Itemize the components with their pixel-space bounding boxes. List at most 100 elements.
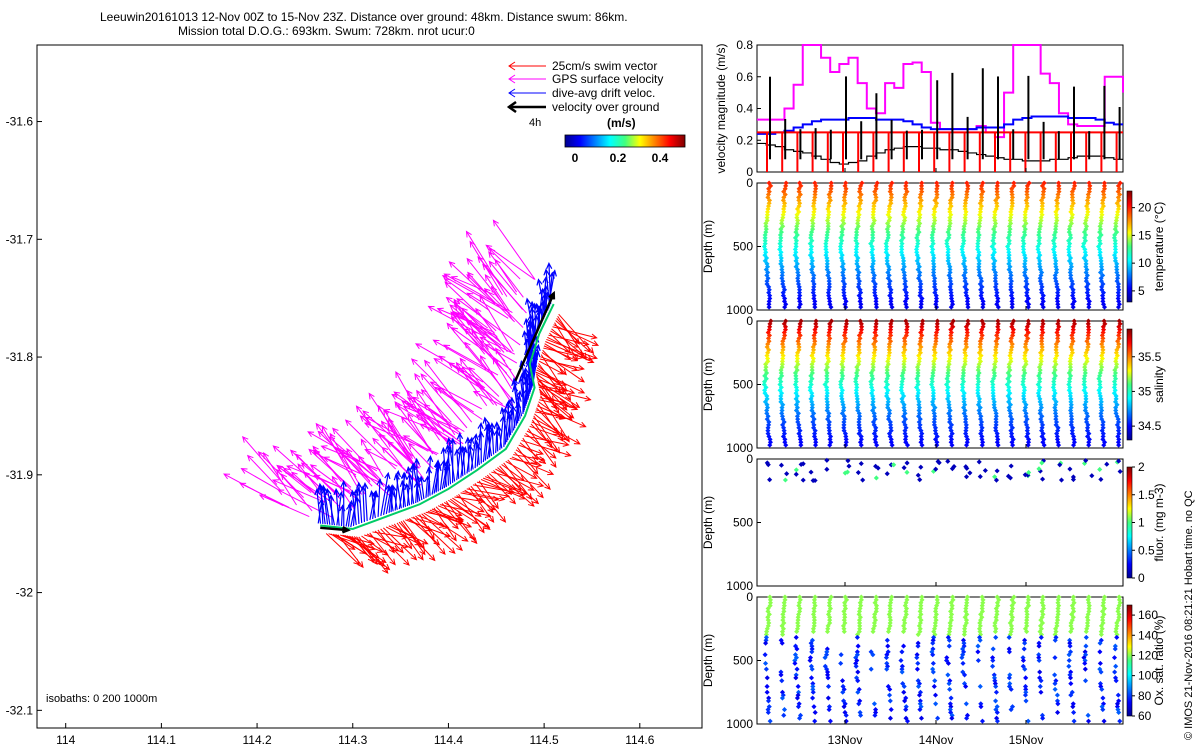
drift-arrow	[482, 416, 493, 457]
map-x-tick-label: 114.5	[530, 733, 559, 747]
drift-arrow	[454, 448, 461, 479]
drift-arrow	[404, 482, 411, 506]
gps-arrow	[469, 240, 504, 296]
drift-arrow	[440, 446, 448, 487]
panel-temp-point	[917, 269, 923, 276]
drift-arrow	[347, 499, 355, 527]
swim-arrow	[537, 403, 564, 442]
swim-arrow	[486, 474, 517, 505]
map-axes	[36, 44, 703, 729]
swim-arrow	[445, 501, 476, 541]
gps-arrow	[282, 467, 316, 495]
swim-arrow	[549, 332, 572, 354]
isobaths-label: isobaths: 0 200 1000m	[46, 693, 157, 705]
panel-temp-point	[870, 209, 876, 215]
legend-swim-label: 25cm/s swim vector	[552, 59, 657, 73]
panel-temp-point	[931, 267, 937, 273]
swim-arrow	[536, 376, 568, 411]
swim-arrow	[380, 528, 404, 554]
panel-temp-point	[934, 186, 940, 192]
gps-arrow	[432, 339, 494, 375]
gps-arrow	[355, 405, 403, 467]
map-panel: 114 114.1 114.2 114.3 114.4 114.5 114.6 -31.6-…	[6, 44, 703, 747]
chart-title-line-2: Mission total D.O.G.: 693km. Swum: 728km…	[178, 24, 475, 38]
drift-arrow	[456, 432, 464, 477]
swim-arrow	[539, 358, 585, 371]
panel-temp-point	[827, 298, 833, 304]
swim-arrow	[540, 356, 579, 372]
panel-temp-point	[962, 203, 968, 209]
gps-arrow	[488, 251, 524, 298]
swim-arrow	[553, 324, 600, 346]
gps-arrow	[465, 230, 508, 297]
panel-temp-point	[778, 255, 784, 261]
panel-temp-point	[871, 200, 877, 206]
panel-temp-point	[795, 217, 801, 224]
velocity-y-tick-label: 0.4	[736, 102, 753, 116]
drift-arrow	[391, 484, 398, 510]
velocity-panel	[756, 44, 1124, 173]
map-y-tick-label: -31.6	[6, 115, 34, 129]
gps-arrow	[484, 273, 510, 311]
swim-arrow	[536, 405, 587, 428]
drift-arrow	[349, 489, 357, 526]
swim-arrow	[537, 381, 560, 414]
gps-arrow	[346, 448, 371, 483]
panel-sal-y-tick-label: 500	[733, 378, 753, 392]
map-x-tick-label: 114.2	[243, 733, 272, 747]
gps-arrow	[436, 307, 495, 333]
gps-arrow	[246, 454, 281, 491]
swim-arrow	[437, 505, 463, 517]
gps-arrow	[321, 425, 363, 495]
swim-arrow	[400, 521, 426, 556]
panel-temp-point	[947, 217, 953, 224]
panel-temp-point	[837, 243, 844, 250]
swim-arrow	[501, 464, 526, 482]
swim-arrow	[516, 447, 539, 475]
panel-sal-y-tick-label: 0	[746, 314, 753, 328]
map-legend: 25cm/s swim vector GPS surface velocity …	[506, 59, 686, 165]
velocity-y-tick-label: 0	[746, 165, 753, 179]
drift-arrow	[354, 496, 361, 525]
drift-arrow	[369, 490, 376, 518]
swim-arrow	[431, 508, 464, 523]
drift-arrow	[399, 479, 407, 507]
gps-arrow	[414, 343, 484, 383]
panel-temp	[756, 182, 1124, 311]
legend-gps-label: GPS surface velocity	[552, 72, 663, 86]
panel-temp-point	[870, 229, 876, 235]
panel-temp-point	[963, 197, 969, 203]
drift-arrow	[418, 475, 425, 500]
swim-arrow	[513, 454, 546, 463]
speed-colorbar	[564, 134, 686, 148]
panel-temp-point	[947, 267, 953, 273]
swim-arrow	[491, 471, 545, 488]
panel-temp-point	[811, 209, 817, 215]
drift-arrows	[314, 262, 557, 528]
gps-arrow	[448, 261, 496, 305]
velocity-line-1	[757, 115, 1123, 135]
drift-arrow	[523, 367, 530, 396]
swim-arrow	[356, 536, 378, 566]
time-tick-label: 14Nov	[919, 733, 954, 747]
gps-arrow	[495, 347, 516, 379]
swim-arrow	[493, 470, 535, 507]
velocity-y-label: velocity magnitude (m/s)	[714, 43, 728, 173]
panel-temp-point	[934, 191, 940, 198]
velocity-over-ground-arrow	[320, 526, 351, 534]
panel-fluor-y-label: Depth (m)	[701, 496, 715, 549]
panel-temp-point	[945, 255, 951, 261]
swim-arrow	[542, 349, 567, 376]
panel-oxy-y-tick-label: 0	[746, 590, 753, 604]
drift-arrow	[511, 377, 523, 417]
drift-arrow	[536, 278, 547, 315]
time-tick-label: 15Nov	[1009, 733, 1044, 747]
panel-temp-point	[766, 301, 772, 307]
map-x-tick-label: 114.1	[147, 733, 176, 747]
map-y-tick-label: -31.8	[6, 350, 34, 364]
legend-drift: dive-avg drift veloc.	[508, 86, 655, 100]
gps-arrow	[257, 451, 304, 499]
gps-arrow	[272, 445, 323, 490]
gps-arrow	[420, 373, 468, 429]
swim-arrow	[421, 513, 463, 552]
